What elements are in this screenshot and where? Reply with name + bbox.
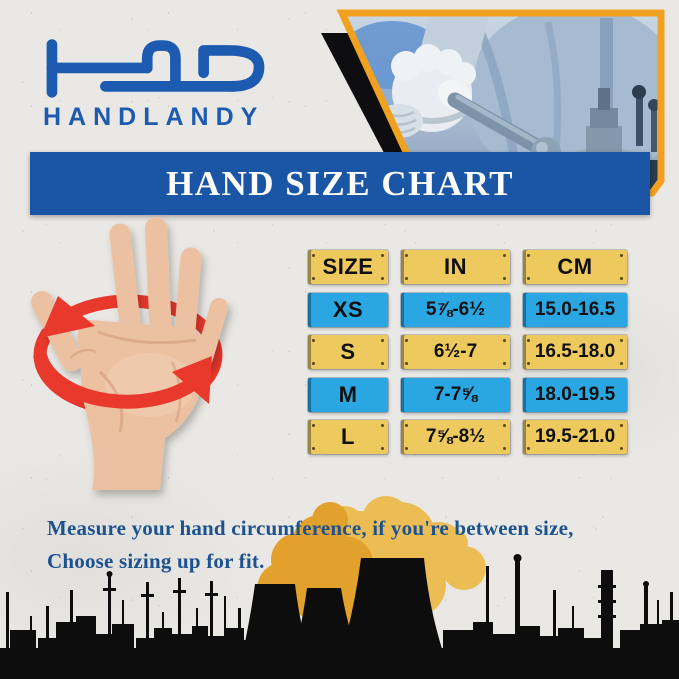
in-cell-xs: 5⅞-6½ <box>401 292 510 327</box>
cm-cell-m: 18.0-19.5 <box>523 377 627 412</box>
table-header-in: IN <box>401 250 510 284</box>
size-cell-m: M <box>308 377 388 412</box>
size-cell-l: L <box>308 420 388 454</box>
cm-cell-l: 19.5-21.0 <box>523 420 627 454</box>
hand-size-table: SIZE IN CM XS 5⅞-6½ 15.0-16.5 S 6½-7 16.… <box>308 250 627 454</box>
poster-title: HAND SIZE CHART <box>166 163 514 203</box>
brand-logo: HANDLANDY <box>35 30 275 132</box>
in-cell-l: 7⅝-8½ <box>401 420 510 454</box>
in-cell-m: 7-7⅝ <box>401 377 510 412</box>
size-cell-s: S <box>308 335 388 369</box>
cm-cell-s: 16.5-18.0 <box>523 335 627 369</box>
sizing-note-line1: Measure your hand circumference, if you'… <box>47 516 574 540</box>
brand-name: HANDLANDY <box>43 103 265 131</box>
in-cell-s: 6½-7 <box>401 335 510 369</box>
brand-logo-mark <box>46 39 265 98</box>
sizing-note-line2: Choose sizing up for fit. <box>47 549 265 573</box>
rotation-arrow-icon <box>33 294 223 416</box>
black-stripe <box>321 33 421 170</box>
table-header-cm: CM <box>523 250 627 284</box>
cm-cell-xs: 15.0-16.5 <box>523 292 627 327</box>
table-header-size: SIZE <box>308 250 388 284</box>
size-cell-xs: XS <box>308 292 388 327</box>
title-banner: HAND SIZE CHART <box>30 152 650 215</box>
